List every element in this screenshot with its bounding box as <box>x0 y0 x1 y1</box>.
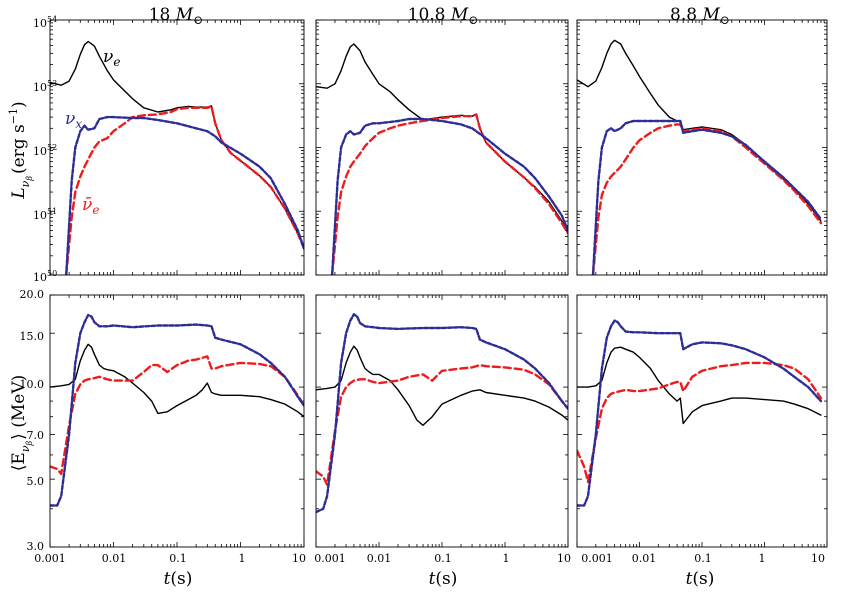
series-dashed-4 <box>50 355 304 476</box>
series-dotted-2 <box>330 117 568 275</box>
legend-nux: νx <box>65 109 82 131</box>
series-dotted-5 <box>316 313 568 514</box>
panel-frame <box>49 294 305 548</box>
series-solid-4 <box>50 343 304 418</box>
ytick-7: 7.0 <box>27 429 45 442</box>
series-dotted-4 <box>50 313 304 507</box>
panel-5 <box>315 294 569 548</box>
xtick-1-0.01: 0.01 <box>102 552 127 565</box>
series-group-3 <box>577 39 823 275</box>
series-solid-1 <box>50 40 304 250</box>
series-group-6 <box>577 319 823 507</box>
title-18: 18 M⊙ <box>149 5 204 27</box>
xtick-3-0.1: 0.1 <box>694 552 712 565</box>
series-dashed-1 <box>64 105 304 275</box>
panel-frame <box>576 294 828 548</box>
ytick-1e52: 1052 <box>33 143 57 158</box>
xtick-1-1: 1 <box>239 552 246 565</box>
xtick-2-10: 10 <box>557 552 571 565</box>
ytick-15: 15.0 <box>20 330 45 343</box>
luminosity-y-label: Lνβ(erg s−1) <box>7 101 34 199</box>
energy-y-label: ⟨Eνβ⟩ (MeV) <box>9 375 34 471</box>
x-label-1: t(s) <box>164 569 193 589</box>
xtick-1-0.001: 0.001 <box>34 552 66 565</box>
ytick-1e50: 1050 <box>33 269 57 284</box>
series-dashed-5 <box>316 363 568 486</box>
ytick-5: 5.0 <box>27 475 45 488</box>
panel-3 <box>576 19 828 276</box>
series-group-1 <box>50 40 304 275</box>
panel-2 <box>315 19 569 276</box>
series-dotted-1 <box>64 115 304 275</box>
xtick-1-10: 10 <box>292 552 306 565</box>
xtick-3-1: 1 <box>759 552 766 565</box>
panel-frame <box>576 19 828 276</box>
title-8-8: 8.8 M⊙ <box>670 5 730 27</box>
panels <box>49 19 828 548</box>
x-ticks-2: 0.001 0.01 0.1 1 10 <box>314 552 571 565</box>
ytick-1e53: 1053 <box>33 79 57 94</box>
legend-nuebar: ν̄e <box>82 195 99 217</box>
legend-nue: νe <box>103 47 120 69</box>
xtick-2-0.1: 0.1 <box>434 552 452 565</box>
panel-6 <box>576 294 828 548</box>
series-dashed-2 <box>330 113 568 275</box>
ytick-10: 10.0 <box>20 378 45 391</box>
panel-1 <box>49 19 305 276</box>
panel-frame <box>315 19 569 276</box>
xtick-1-0.1: 0.1 <box>169 552 187 565</box>
xtick-3-0.001: 0.001 <box>581 552 613 565</box>
series-group-2 <box>316 43 568 275</box>
panel-4 <box>49 294 305 548</box>
xtick-3-10: 10 <box>811 552 825 565</box>
series-dashed-6 <box>577 361 823 483</box>
x-label-2: t(s) <box>429 569 458 589</box>
x-label-3: t(s) <box>686 569 715 589</box>
energy-y-ticks: 20.0 15.0 10.0 7.0 5.0 3.0 <box>20 288 45 553</box>
luminosity-y-ticks: 1054 1053 1052 1051 1050 <box>33 15 57 284</box>
xtick-2-0.001: 0.001 <box>314 552 346 565</box>
series-group-4 <box>50 313 304 507</box>
series-solid-6 <box>577 346 822 425</box>
series-solid-2 <box>316 43 568 235</box>
ytick-1e54: 1054 <box>33 15 57 30</box>
x-ticks-1: 0.001 0.01 0.1 1 10 <box>34 552 306 565</box>
x-ticks-3: 0.001 0.01 0.1 1 10 <box>581 552 825 565</box>
ytick-3: 3.0 <box>27 540 45 553</box>
series-dotted-3 <box>591 119 823 275</box>
ytick-20: 20.0 <box>20 288 45 301</box>
panel-frame <box>315 294 569 548</box>
series-solid-5 <box>316 345 568 426</box>
series-dotted-6 <box>577 319 823 507</box>
xtick-2-0.01: 0.01 <box>367 552 392 565</box>
ytick-1e51: 1051 <box>33 207 57 222</box>
series-dashed-3 <box>591 123 823 275</box>
xtick-2-1: 1 <box>503 552 510 565</box>
xtick-3-0.01: 0.01 <box>632 552 657 565</box>
series-group-5 <box>316 313 568 514</box>
title-10-8: 10.8 M⊙ <box>408 5 479 27</box>
panel-frame <box>49 19 305 276</box>
